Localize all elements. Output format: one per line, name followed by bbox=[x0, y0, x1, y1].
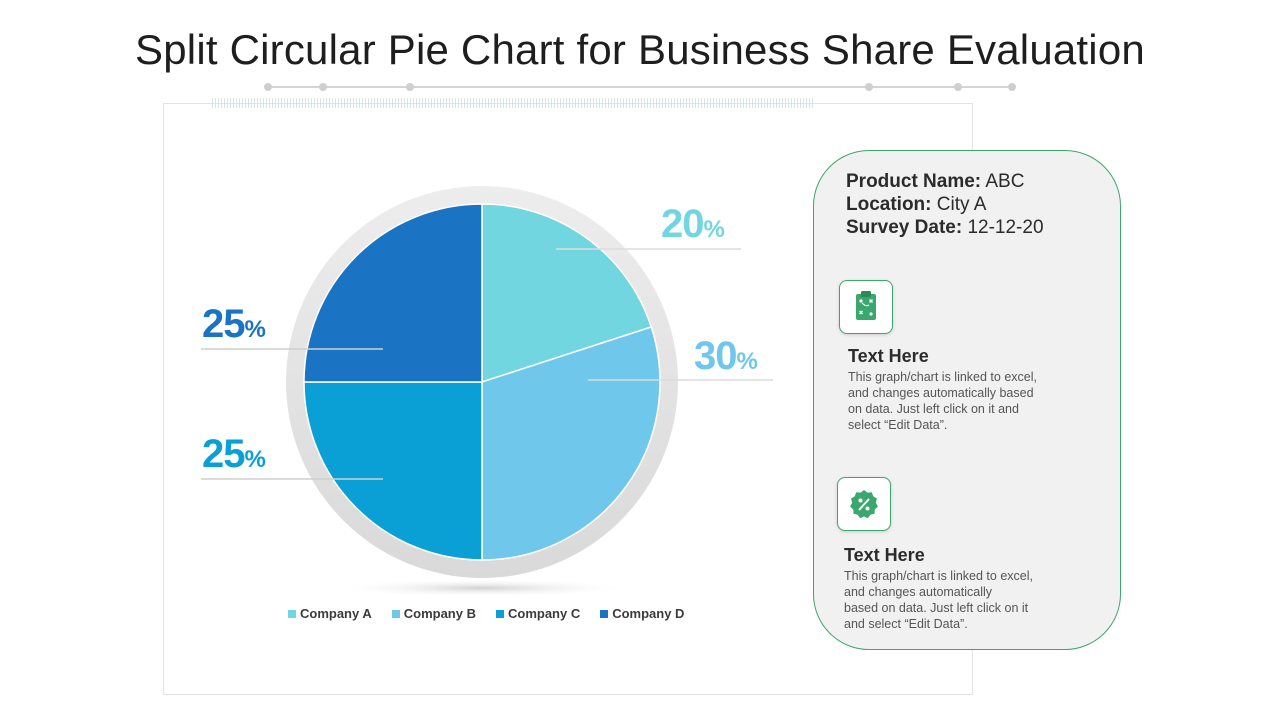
chart-legend: Company A Company B Company C Company D bbox=[288, 606, 684, 621]
data-label-value: 30 bbox=[694, 334, 737, 378]
data-label-unit: % bbox=[244, 316, 266, 343]
legend-label: Company C bbox=[507, 606, 581, 621]
legend-label: Company B bbox=[403, 606, 476, 621]
legend-item-1: Company A bbox=[288, 606, 372, 621]
pie-shadow bbox=[332, 579, 632, 597]
chart-frame-hatch bbox=[212, 98, 814, 108]
data-label-2: 30% bbox=[694, 336, 758, 382]
legend-label: Company A bbox=[300, 606, 372, 621]
data-label-unit: % bbox=[703, 216, 725, 243]
data-label-1: 20% bbox=[661, 204, 725, 250]
legend-swatch bbox=[495, 609, 504, 618]
pie-slice-1 bbox=[481, 203, 653, 384]
legend-item-2: Company B bbox=[391, 606, 476, 621]
legend-label: Company D bbox=[612, 606, 685, 621]
percent-badge-icon bbox=[837, 477, 891, 531]
data-label-value: 20 bbox=[661, 202, 704, 246]
legend-swatch bbox=[288, 609, 296, 618]
data-label-4: 25% bbox=[202, 304, 266, 350]
pie-slice-2 bbox=[481, 326, 661, 561]
survey-meta: Product Name: ABC Location: City A Surve… bbox=[846, 170, 1044, 239]
data-label-unit: % bbox=[244, 446, 266, 473]
item-body-1: This graph/chart is linked to excel, and… bbox=[848, 370, 1037, 432]
data-label-value: 25 bbox=[202, 432, 245, 476]
legend-item-4: Company D bbox=[600, 606, 684, 621]
legend-swatch bbox=[391, 609, 400, 618]
data-label-unit: % bbox=[736, 348, 758, 375]
clipboard-strategy-icon bbox=[839, 280, 893, 334]
legend-item-3: Company C bbox=[495, 606, 581, 621]
product-line: Product Name: ABC bbox=[846, 171, 1025, 192]
location-line: Location: City A bbox=[846, 194, 987, 215]
page-title: Split Circular Pie Chart for Business Sh… bbox=[135, 26, 1145, 73]
item-heading-2: Text Here bbox=[844, 545, 925, 565]
info-card bbox=[813, 150, 1121, 650]
legend-swatch bbox=[600, 609, 609, 618]
pie-slice-3 bbox=[303, 381, 483, 561]
item-body-2: This graph/chart is linked to excel, and… bbox=[844, 569, 1033, 631]
pie-slice-4 bbox=[303, 203, 483, 383]
data-label-value: 25 bbox=[202, 302, 245, 346]
date-line: Survey Date: 12-12-20 bbox=[846, 217, 1044, 238]
item-heading-1: Text Here bbox=[848, 346, 929, 366]
title-divider bbox=[264, 83, 1016, 91]
data-label-3: 25% bbox=[202, 434, 266, 480]
